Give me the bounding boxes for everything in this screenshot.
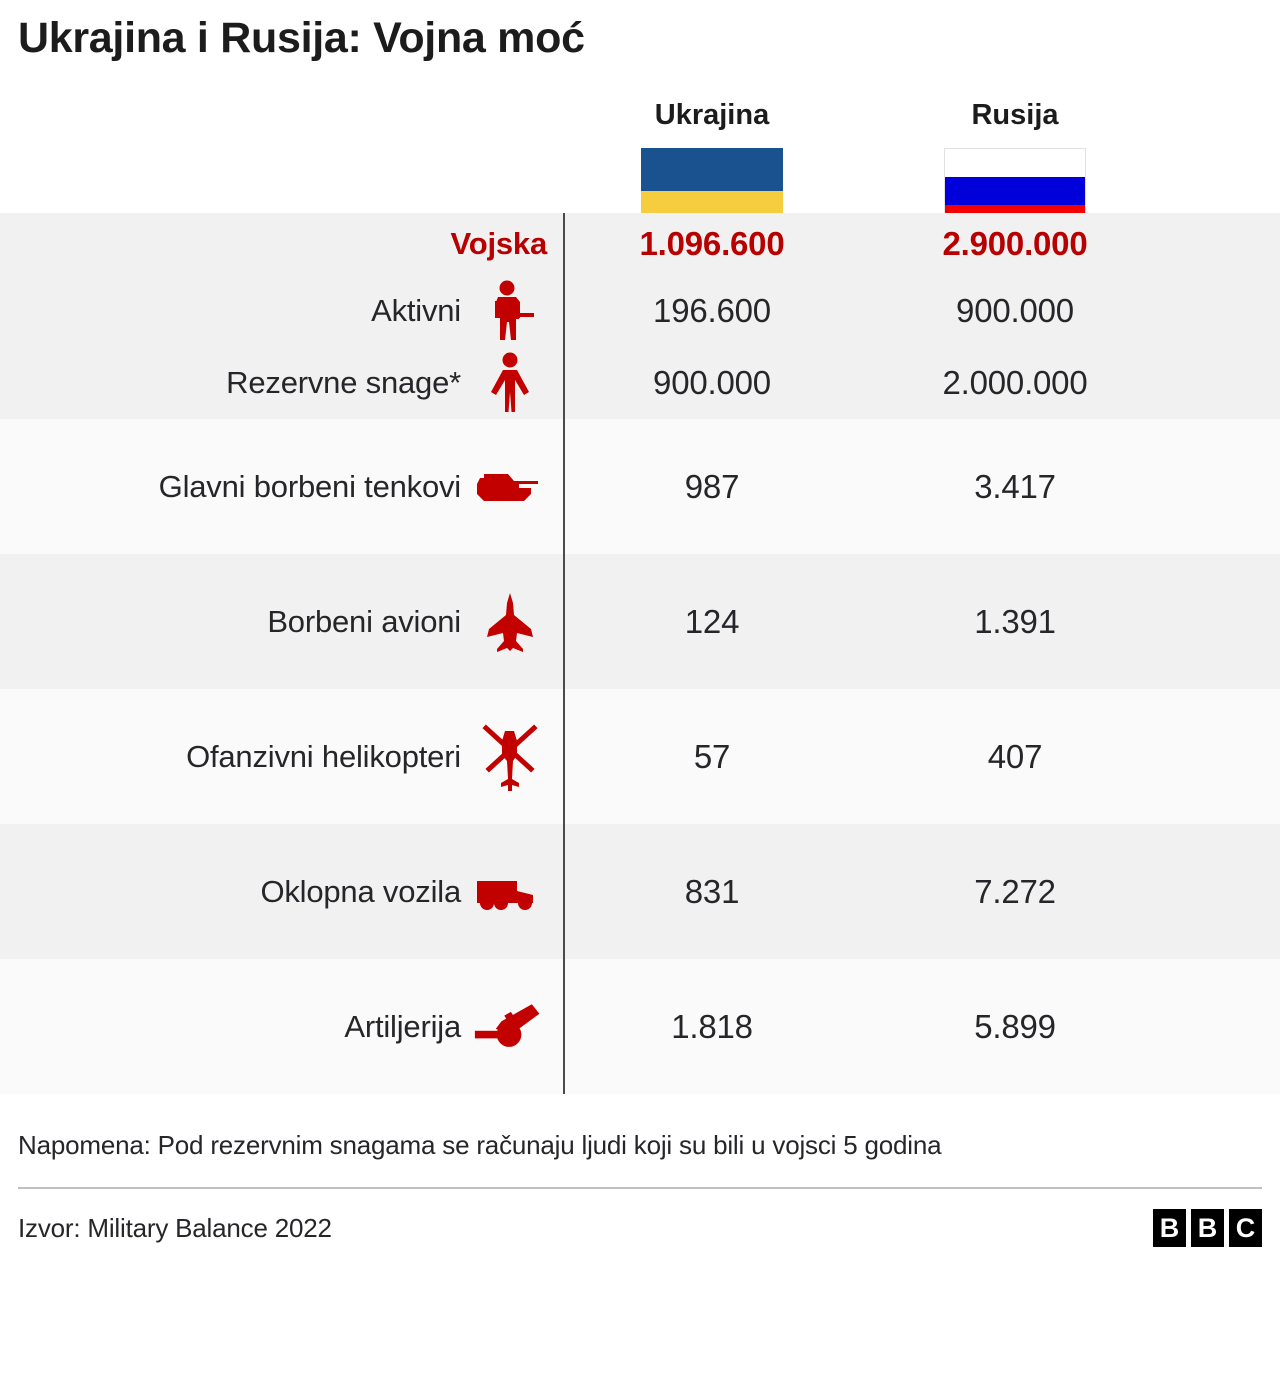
row-group-tanks: Glavni borbeni tenkovi 987 3.417 — [0, 419, 1280, 555]
country-column-russia: Rusija — [885, 63, 1145, 235]
source-text: Izvor: Military Balance 2022 — [18, 1212, 332, 1243]
row-label: Oklopna vozila — [260, 873, 461, 909]
row-label: Artiljerija — [344, 1008, 461, 1044]
ukraine-flag — [641, 148, 783, 235]
value-russia: 900.000 — [956, 292, 1074, 330]
row-label-cell: Glavni borbeni tenkovi — [0, 450, 563, 524]
row-label-cell: Vojska — [0, 207, 563, 281]
value-ukraine: 831 — [684, 872, 740, 910]
column-divider — [563, 213, 565, 1095]
page-title: Ukrajina i Rusija: Vojna moć — [18, 14, 585, 62]
country-column-ukraine: Ukrajina — [582, 63, 842, 235]
row-label: Borbeni avioni — [267, 603, 461, 639]
value-russia: 407 — [987, 737, 1043, 775]
table-row: Aktivni 196.600 900.000 — [0, 275, 1280, 347]
row-label-cell: Borbeni avioni — [0, 585, 563, 659]
value-russia: 2.000.000 — [942, 364, 1088, 402]
military-comparison-table: Vojska 1.096.600 2.900.000 Aktivni — [0, 213, 1280, 1095]
table-row: Borbeni avioni 124 1.391 — [0, 554, 1280, 689]
row-label-cell: Artiljerija — [0, 990, 563, 1064]
value-russia: 5.899 — [974, 1007, 1056, 1045]
helicopter-icon — [473, 720, 547, 794]
value-ukraine: 57 — [693, 737, 731, 775]
value-ukraine: 987 — [684, 467, 740, 505]
value-ukraine: 900.000 — [653, 364, 771, 402]
row-label: Ofanzivni helikopteri — [186, 738, 461, 774]
value-ukraine: 1.818 — [671, 1007, 753, 1045]
table-row: Ofanzivni helikopteri 57 407 — [0, 689, 1280, 824]
bbc-logo: B B C — [1153, 1209, 1262, 1248]
flag-band-white — [945, 149, 1085, 178]
flag-band-blue — [945, 177, 1085, 206]
artillery-icon — [473, 990, 547, 1064]
footnote: Napomena: Pod rezervnim snagama se račun… — [18, 1130, 942, 1161]
row-label: Glavni borbeni tenkovi — [158, 468, 462, 504]
bbc-letter-c: C — [1229, 1209, 1262, 1248]
row-group-troops: Vojska 1.096.600 2.900.000 Aktivni — [0, 213, 1280, 420]
value-ukraine: 196.600 — [653, 292, 771, 330]
row-group-fighter-jets: Borbeni avioni 124 1.391 — [0, 554, 1280, 690]
footer-divider — [18, 1187, 1262, 1190]
bbc-letter-b1: B — [1153, 1209, 1186, 1248]
row-group-helicopters: Ofanzivni helikopteri 57 407 — [0, 689, 1280, 825]
country-header: Ukrajina Rusija — [0, 63, 1280, 235]
table-row: Artiljerija 1.818 5.899 — [0, 959, 1280, 1094]
reservist-icon — [473, 346, 547, 420]
fighter-jet-icon — [473, 585, 547, 659]
row-label-cell: Ofanzivni helikopteri — [0, 720, 563, 794]
table-row: Vojska 1.096.600 2.900.000 — [0, 213, 1280, 275]
value-russia: 1.391 — [974, 602, 1056, 640]
soldier-icon — [473, 274, 547, 348]
table-row: Rezervne snage* 900.000 2.000.000 — [0, 347, 1280, 419]
source-bar: Izvor: Military Balance 2022 B B C — [0, 1189, 1280, 1248]
country-name-russia: Rusija — [971, 99, 1059, 132]
flag-band-blue — [641, 148, 783, 192]
value-ukraine: 1.096.600 — [639, 225, 785, 263]
value-ukraine: 124 — [684, 602, 740, 640]
value-russia: 3.417 — [974, 467, 1056, 505]
armored-vehicle-icon — [473, 855, 547, 929]
row-label-cell: Oklopna vozila — [0, 855, 563, 929]
table-row: Glavni borbeni tenkovi 987 3.417 — [0, 419, 1280, 554]
tank-icon — [473, 450, 547, 524]
value-russia: 2.900.000 — [942, 225, 1088, 263]
row-group-artillery: Artiljerija 1.818 5.899 — [0, 959, 1280, 1095]
bbc-letter-b2: B — [1191, 1209, 1224, 1248]
row-label: Aktivni — [371, 293, 461, 329]
row-group-armored-vehicles: Oklopna vozila 831 7.272 — [0, 824, 1280, 960]
row-label-cell: Aktivni — [0, 274, 563, 348]
country-name-ukraine: Ukrajina — [654, 99, 770, 132]
row-label: Rezervne snage* — [226, 365, 461, 401]
row-label-cell: Rezervne snage* — [0, 346, 563, 420]
row-label: Vojska — [450, 226, 548, 262]
table-row: Oklopna vozila 831 7.272 — [0, 824, 1280, 959]
value-russia: 7.272 — [974, 872, 1056, 910]
